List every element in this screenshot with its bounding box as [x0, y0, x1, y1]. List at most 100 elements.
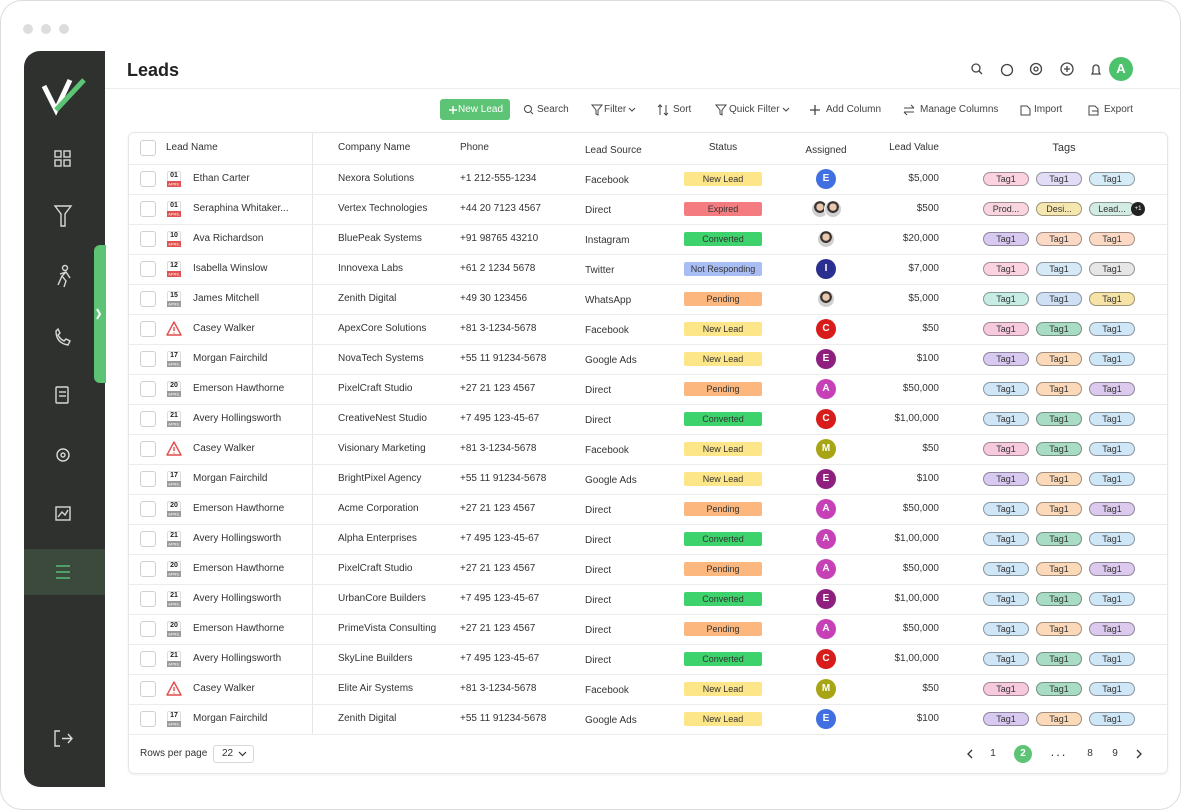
user-avatar-initial: A	[1116, 61, 1126, 76]
toolbar-item[interactable]: Search	[537, 104, 569, 115]
tag[interactable]	[983, 562, 1029, 576]
tag[interactable]	[983, 412, 1029, 426]
checkbox[interactable]	[140, 441, 156, 457]
assignee-avatar	[816, 319, 836, 339]
tag[interactable]	[1089, 502, 1135, 516]
page-number[interactable]: 9	[1112, 748, 1118, 759]
user-avatar[interactable]	[1109, 57, 1133, 81]
checkbox[interactable]	[140, 711, 156, 727]
checkbox[interactable]	[140, 351, 156, 367]
lead-source: Direct	[585, 595, 612, 606]
page-number[interactable]: 1	[990, 748, 996, 759]
status-pill	[684, 622, 762, 636]
checkbox[interactable]	[140, 231, 156, 247]
checkbox[interactable]	[140, 501, 156, 517]
checkbox[interactable]	[140, 591, 156, 607]
tag[interactable]	[1036, 382, 1082, 396]
date-month: APRIL	[168, 391, 180, 397]
tag[interactable]	[983, 532, 1029, 546]
toolbar-item[interactable]: Manage Columns	[920, 104, 999, 115]
tag[interactable]	[1036, 412, 1082, 426]
tag[interactable]	[983, 292, 1029, 306]
checkbox[interactable]	[140, 681, 156, 697]
tag[interactable]	[1089, 472, 1135, 486]
tag[interactable]	[983, 352, 1029, 366]
tag[interactable]	[983, 472, 1029, 486]
tag-text: Tag1	[1102, 384, 1122, 394]
tag[interactable]	[1036, 202, 1082, 216]
new-lead-button[interactable]	[440, 99, 510, 120]
toolbar-item[interactable]: New Lead	[458, 104, 504, 115]
checkbox[interactable]	[140, 321, 156, 337]
page-number[interactable]: 2	[1020, 748, 1026, 759]
tag[interactable]	[983, 442, 1029, 456]
tag[interactable]	[1036, 532, 1082, 546]
tag[interactable]	[983, 172, 1029, 186]
page-number[interactable]: ...	[1050, 744, 1068, 759]
tag[interactable]	[1089, 622, 1135, 636]
tag[interactable]	[1089, 382, 1135, 396]
toolbar-item[interactable]: Add Column	[826, 104, 882, 115]
tag[interactable]	[1036, 592, 1082, 606]
tag[interactable]	[1089, 172, 1135, 186]
tag[interactable]	[1089, 322, 1135, 336]
tag[interactable]	[1089, 292, 1135, 306]
checkbox[interactable]	[140, 531, 156, 547]
tag[interactable]	[1089, 262, 1135, 276]
toolbar-item[interactable]: Export	[1104, 104, 1133, 115]
tag[interactable]	[983, 232, 1029, 246]
tag[interactable]	[1036, 502, 1082, 516]
tag[interactable]	[1089, 352, 1135, 366]
tag[interactable]	[983, 322, 1029, 336]
tag[interactable]	[1089, 712, 1135, 726]
checkbox[interactable]	[140, 381, 156, 397]
tag[interactable]	[1089, 442, 1135, 456]
toolbar-item[interactable]: Filter	[604, 104, 627, 115]
checkbox[interactable]	[140, 261, 156, 277]
checkbox[interactable]	[140, 140, 156, 156]
tag[interactable]	[983, 262, 1029, 276]
checkbox[interactable]	[140, 651, 156, 667]
checkbox[interactable]	[140, 621, 156, 637]
tag[interactable]	[1089, 532, 1135, 546]
tag[interactable]	[1036, 472, 1082, 486]
tag[interactable]	[983, 592, 1029, 606]
tag[interactable]	[1036, 442, 1082, 456]
tag[interactable]	[983, 382, 1029, 396]
tag[interactable]	[1036, 232, 1082, 246]
company-name: Innovexa Labs	[338, 263, 404, 274]
checkbox[interactable]	[140, 411, 156, 427]
tag[interactable]	[1036, 652, 1082, 666]
checkbox[interactable]	[140, 171, 156, 187]
tag[interactable]	[1089, 562, 1135, 576]
tag[interactable]	[1036, 562, 1082, 576]
tag[interactable]	[1089, 592, 1135, 606]
tag[interactable]	[1089, 232, 1135, 246]
checkbox[interactable]	[140, 291, 156, 307]
checkbox[interactable]	[140, 201, 156, 217]
tag[interactable]	[1036, 622, 1082, 636]
tag[interactable]	[1036, 682, 1082, 696]
tag[interactable]	[983, 202, 1029, 216]
tag[interactable]	[1036, 292, 1082, 306]
tag[interactable]	[1089, 682, 1135, 696]
tag[interactable]	[1089, 412, 1135, 426]
tag[interactable]	[983, 712, 1029, 726]
tag[interactable]	[983, 652, 1029, 666]
toolbar-item[interactable]: Import	[1034, 104, 1063, 115]
toolbar-item[interactable]: Sort	[673, 104, 692, 115]
tag[interactable]	[1036, 352, 1082, 366]
tag[interactable]	[1036, 712, 1082, 726]
checkbox[interactable]	[140, 471, 156, 487]
toolbar-item[interactable]: Quick Filter	[729, 104, 780, 115]
checkbox[interactable]	[140, 561, 156, 577]
tag[interactable]	[1036, 172, 1082, 186]
tag[interactable]	[1089, 652, 1135, 666]
tag[interactable]	[983, 622, 1029, 636]
tag[interactable]	[983, 502, 1029, 516]
tag[interactable]	[983, 682, 1029, 696]
rows-select[interactable]	[213, 745, 254, 763]
tag[interactable]	[1036, 322, 1082, 336]
page-number[interactable]: 8	[1087, 748, 1093, 759]
tag[interactable]	[1036, 262, 1082, 276]
